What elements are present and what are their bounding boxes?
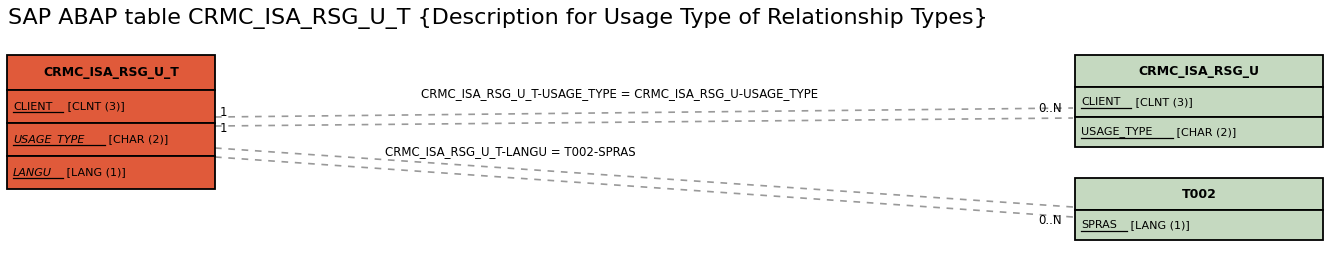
Text: CRMC_ISA_RSG_U: CRMC_ISA_RSG_U [1138, 64, 1259, 78]
Text: CLIENT: CLIENT [13, 102, 52, 111]
Text: USAGE_TYPE: USAGE_TYPE [1081, 127, 1153, 137]
Bar [7, 90, 215, 123]
Bar [7, 123, 215, 156]
Text: 1: 1 [220, 105, 227, 118]
Text: CRMC_ISA_RSG_U_T-LANGU = T002-SPRAS: CRMC_ISA_RSG_U_T-LANGU = T002-SPRAS [385, 145, 635, 158]
Text: [CHAR (2)]: [CHAR (2)] [1173, 127, 1236, 137]
Bar [7, 156, 215, 189]
Text: SPRAS: SPRAS [1081, 220, 1117, 230]
Bar [1074, 117, 1323, 147]
Text: T002: T002 [1182, 188, 1216, 201]
Bar [1074, 210, 1323, 240]
Bar [1074, 87, 1323, 117]
Text: CRMC_ISA_RSG_U_T-USAGE_TYPE = CRMC_ISA_RSG_U-USAGE_TYPE: CRMC_ISA_RSG_U_T-USAGE_TYPE = CRMC_ISA_R… [421, 87, 818, 100]
Text: CLIENT: CLIENT [1081, 97, 1121, 107]
Text: [CHAR (2)]: [CHAR (2)] [105, 134, 169, 144]
Text: CRMC_ISA_RSG_U_T: CRMC_ISA_RSG_U_T [42, 66, 179, 79]
Bar [1074, 55, 1323, 87]
Text: [CLNT (3)]: [CLNT (3)] [1131, 97, 1193, 107]
Text: 1: 1 [220, 122, 227, 136]
Text: [LANG (1)]: [LANG (1)] [1127, 220, 1190, 230]
Text: [LANG (1)]: [LANG (1)] [64, 167, 126, 178]
Text: LANGU: LANGU [13, 167, 52, 178]
Bar [1074, 178, 1323, 210]
Text: [CLNT (3)]: [CLNT (3)] [64, 102, 125, 111]
Text: 0..N: 0..N [1038, 102, 1062, 115]
Bar [7, 55, 215, 90]
Text: USAGE_TYPE: USAGE_TYPE [13, 134, 85, 145]
Text: 0..N: 0..N [1038, 214, 1062, 227]
Text: SAP ABAP table CRMC_ISA_RSG_U_T {Description for Usage Type of Relationship Type: SAP ABAP table CRMC_ISA_RSG_U_T {Descrip… [8, 8, 988, 29]
